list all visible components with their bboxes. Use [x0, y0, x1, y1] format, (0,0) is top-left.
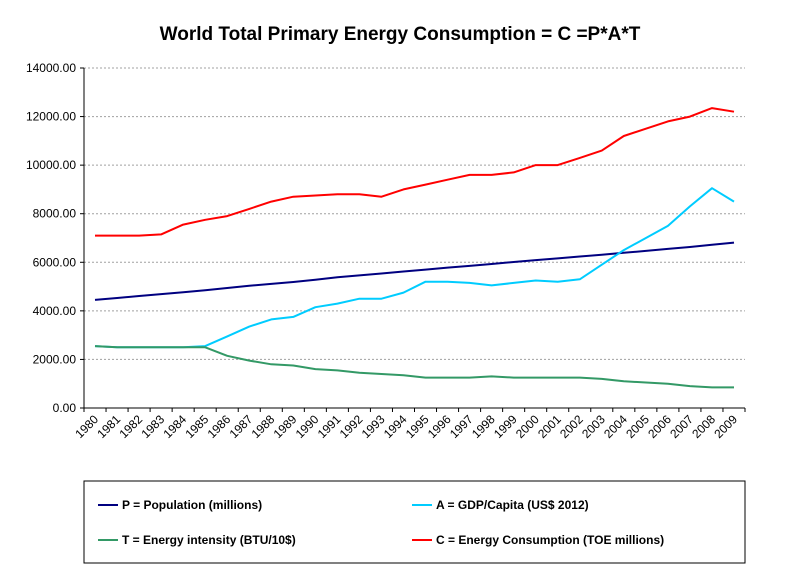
x-tick-label: 1988 [249, 412, 278, 441]
x-tick-label: 1992 [337, 412, 366, 441]
legend-items: P = Population (millions) A = GDP/Capita … [98, 498, 664, 547]
series-line-3 [94, 345, 734, 389]
x-tick-label: 1984 [160, 412, 189, 441]
x-tick-label: 2009 [711, 412, 740, 441]
x-tick-label: 1981 [94, 412, 123, 441]
y-axis-ticks: 0.00 2000.00 4000.00 6000.00 8000.00 10000.00… [26, 61, 84, 415]
x-axis-ticks: 1980198119821983198419851986198719881989… [72, 408, 746, 441]
series-line-4 [95, 107, 735, 237]
legend-label: C = Energy Consumption (TOE millions) [436, 533, 664, 547]
x-tick-label: 1995 [403, 412, 432, 441]
x-tick-label: 1993 [359, 412, 388, 441]
x-tick-label: 2007 [667, 412, 696, 441]
x-tick-label: 1982 [116, 412, 145, 441]
legend-label: T = Energy intensity (BTU/10$) [122, 533, 296, 547]
x-tick-label: 2006 [645, 412, 674, 441]
x-tick-label: 1989 [271, 412, 300, 441]
x-tick-label: 1994 [381, 412, 410, 441]
x-tick-label: 2004 [601, 412, 630, 441]
legend: P = Population (millions) A = GDP/Capita … [83, 480, 746, 564]
x-tick-label: 1983 [138, 412, 167, 441]
legend-label: P = Population (millions) [122, 498, 262, 512]
x-tick-label: 1998 [469, 412, 498, 441]
y-tick-label: 14000.00 [26, 61, 76, 75]
x-tick-label: 1996 [425, 412, 454, 441]
x-tick-label: 2002 [557, 412, 586, 441]
x-tick-label: 1999 [491, 412, 520, 441]
y-tick-label: 10000.00 [26, 158, 76, 172]
x-tick-label: 2008 [689, 412, 718, 441]
y-tick-label: 0.00 [53, 401, 77, 415]
x-tick-label: 1997 [447, 412, 476, 441]
legend-box [83, 480, 746, 564]
x-tick-label: 1990 [293, 412, 322, 441]
x-tick-label: 2005 [623, 412, 652, 441]
x-tick-label: 1991 [315, 412, 344, 441]
legend-label: A = GDP/Capita (US$ 2012) [436, 498, 589, 512]
series-lines [94, 107, 735, 389]
y-tick-label: 2000.00 [33, 352, 77, 366]
x-tick-label: 1986 [205, 412, 234, 441]
y-tick-label: 6000.00 [33, 255, 77, 269]
chart-title: World Total Primary Energy Consumption =… [160, 24, 641, 45]
y-tick-label: 8000.00 [33, 207, 77, 221]
y-tick-label: 4000.00 [33, 304, 77, 318]
x-tick-label: 2000 [513, 412, 542, 441]
x-tick-label: 1987 [227, 412, 256, 441]
y-tick-label: 12000.00 [26, 110, 76, 124]
x-tick-label: 2001 [535, 412, 564, 441]
series-line-1 [94, 241, 735, 301]
x-tick-label: 2003 [579, 412, 608, 441]
x-tick-label: 1980 [72, 412, 101, 441]
x-tick-label: 1985 [183, 412, 212, 441]
plot-area [84, 68, 745, 408]
